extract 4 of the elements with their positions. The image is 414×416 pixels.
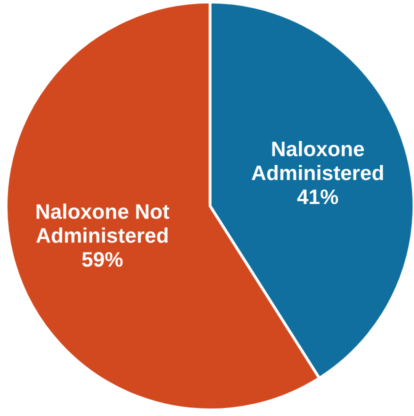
slice-label: Naloxone Administered	[252, 141, 383, 180]
data-label: 59%	[82, 252, 123, 267]
data-label: 41%	[297, 190, 338, 204]
slice-label: Naloxone Not Administered	[36, 204, 170, 243]
